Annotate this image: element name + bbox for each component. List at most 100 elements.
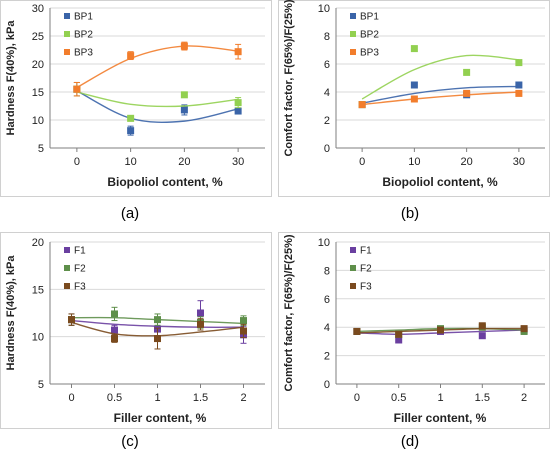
- data-point: [197, 309, 204, 317]
- data-point: [463, 89, 471, 97]
- legend-label: BP2: [360, 30, 379, 41]
- trendline: [361, 85, 519, 104]
- data-point: [197, 320, 204, 328]
- x-tick-label: 0: [74, 156, 80, 168]
- legend-marker: [64, 13, 70, 19]
- x-tick-label: 0.5: [391, 392, 406, 404]
- data-point: [111, 326, 118, 334]
- legend-label: BP1: [74, 12, 93, 23]
- data-point: [240, 317, 247, 325]
- data-point: [68, 316, 75, 324]
- y-tick-label: 2: [324, 115, 330, 127]
- data-point: [515, 81, 523, 89]
- data-point: [127, 127, 135, 135]
- y-tick-label: 6: [324, 59, 330, 71]
- trendline: [76, 45, 239, 89]
- legend-label: BP1: [360, 12, 379, 23]
- x-tick-label: 10: [408, 156, 420, 168]
- x-tick-label: 1: [154, 392, 160, 404]
- y-axis-label: Hardness F(40%), kPa: [5, 255, 17, 371]
- y-tick-label: 10: [32, 115, 44, 127]
- legend-marker: [64, 283, 70, 289]
- y-tick-label: 6: [324, 294, 330, 306]
- data-point: [180, 42, 188, 50]
- x-tick-label: 1: [437, 392, 443, 404]
- data-point: [410, 81, 418, 89]
- data-point: [515, 59, 523, 67]
- x-tick-label: 20: [461, 156, 473, 168]
- y-tick-label: 15: [32, 284, 44, 296]
- data-point: [234, 99, 242, 107]
- y-tick-label: 2: [324, 351, 330, 363]
- data-point: [520, 325, 528, 333]
- legend-label: F2: [74, 264, 86, 275]
- x-tick-label: 20: [178, 156, 190, 168]
- x-tick-label: 0.5: [107, 392, 122, 404]
- panel-letter: (b): [401, 205, 419, 222]
- data-point: [127, 114, 135, 122]
- y-tick-label: 10: [318, 3, 330, 15]
- x-tick-label: 10: [125, 156, 137, 168]
- y-tick-label: 8: [324, 265, 330, 277]
- y-tick-label: 20: [32, 59, 44, 71]
- legend-label: F3: [74, 282, 86, 293]
- legend: BP1 BP2 BP3: [64, 12, 93, 59]
- legend-marker: [350, 283, 356, 289]
- x-tick-label: 1.5: [475, 392, 490, 404]
- legend-marker: [350, 49, 356, 55]
- data-point: [395, 336, 403, 344]
- legend-marker: [350, 31, 356, 37]
- y-tick-label: 8: [324, 31, 330, 43]
- data-point: [180, 106, 188, 114]
- y-tick-label: 25: [32, 31, 44, 43]
- chart-frame: [0, 232, 272, 429]
- series-bp3: [358, 89, 523, 109]
- trendline: [362, 91, 519, 106]
- legend: F1 F2 F3: [64, 246, 86, 293]
- series-bp3: [73, 41, 242, 97]
- legend-label: F2: [360, 264, 372, 275]
- panel-letter: (d): [401, 433, 419, 450]
- x-tick-label: 0: [68, 392, 74, 404]
- data-point: [154, 316, 161, 324]
- legend-marker: [350, 247, 356, 253]
- data-point: [395, 330, 403, 338]
- legend-label: F1: [360, 246, 372, 257]
- x-tick-label: 0: [354, 392, 360, 404]
- y-axis-label: Comfort factor, F(65%)/F(25%): [283, 234, 295, 391]
- panel-letter: (c): [121, 433, 139, 450]
- data-point: [154, 335, 161, 343]
- data-point: [515, 89, 523, 97]
- legend: F1 F2 F3: [350, 246, 372, 293]
- trendline: [361, 54, 519, 100]
- data-point: [410, 95, 418, 103]
- data-point: [234, 107, 242, 115]
- legend: BP1 BP2 BP3: [350, 12, 379, 59]
- data-point: [180, 91, 188, 99]
- x-tick-label: 2: [521, 392, 527, 404]
- y-axis-label: Hardness F(40%), kPa: [5, 20, 17, 136]
- y-tick-label: 5: [38, 379, 44, 391]
- y-tick-label: 4: [324, 322, 330, 334]
- data-point: [111, 310, 118, 318]
- x-tick-label: 1.5: [193, 392, 208, 404]
- y-tick-label: 0: [324, 379, 330, 391]
- y-axis-label: Comfort factor, F(65%)/F(25%): [283, 0, 295, 157]
- data-point: [240, 327, 247, 335]
- data-point: [127, 52, 135, 60]
- y-tick-label: 30: [32, 3, 44, 15]
- y-tick-label: 10: [318, 237, 330, 249]
- y-tick-label: 5: [38, 143, 44, 155]
- legend-marker: [64, 247, 70, 253]
- legend-label: BP3: [360, 48, 379, 59]
- series-f3: [353, 322, 528, 338]
- data-point: [463, 68, 471, 76]
- data-point: [478, 332, 486, 340]
- data-point: [410, 45, 418, 53]
- x-axis-label: Filler content, %: [114, 411, 207, 425]
- y-tick-label: 4: [324, 87, 330, 99]
- legend-label: F1: [74, 246, 86, 257]
- x-tick-label: 30: [513, 156, 525, 168]
